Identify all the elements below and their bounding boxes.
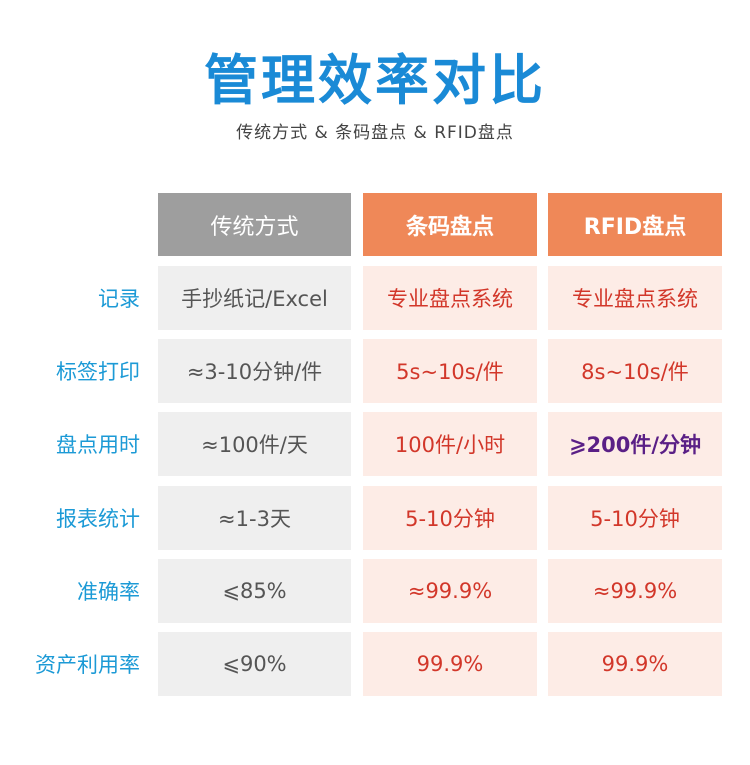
row-label: 准确率 [77,580,140,604]
table-cell: 99.9% [548,632,722,696]
table-cell: 100件/小时 [363,412,537,476]
table-cell: ≈1-3天 [158,486,351,550]
table-cell: 5s~10s/件 [363,339,537,403]
header-barcode: 条码盘点 [363,193,537,256]
table-cell: ≈99.9% [363,559,537,623]
table-cell: ≈100件/天 [158,412,351,476]
table-cell: 8s~10s/件 [548,339,722,403]
page-subtitle: 传统方式 & 条码盘点 & RFID盘点 [236,123,514,143]
header-rfid: RFID盘点 [548,193,722,256]
page-title: 管理效率对比 [204,49,546,112]
table-cell: 专业盘点系统 [548,266,722,330]
table-cell: 专业盘点系统 [363,266,537,330]
table-cell: ⩽85% [158,559,351,623]
row-label: 资产利用率 [35,653,140,677]
table-cell: ⩽90% [158,632,351,696]
table-cell: ≈3-10分钟/件 [158,339,351,403]
table-cell: 手抄纸记/Excel [158,266,351,330]
header-traditional: 传统方式 [158,193,351,256]
table-cell: 5-10分钟 [363,486,537,550]
table-cell: ⩾200件/分钟 [548,412,722,476]
row-label: 报表统计 [56,507,140,531]
row-label: 盘点用时 [56,433,140,457]
row-label: 标签打印 [56,360,140,384]
table-cell: 99.9% [363,632,537,696]
row-label: 记录 [98,287,140,311]
table-cell: ≈99.9% [548,559,722,623]
table-cell: 5-10分钟 [548,486,722,550]
